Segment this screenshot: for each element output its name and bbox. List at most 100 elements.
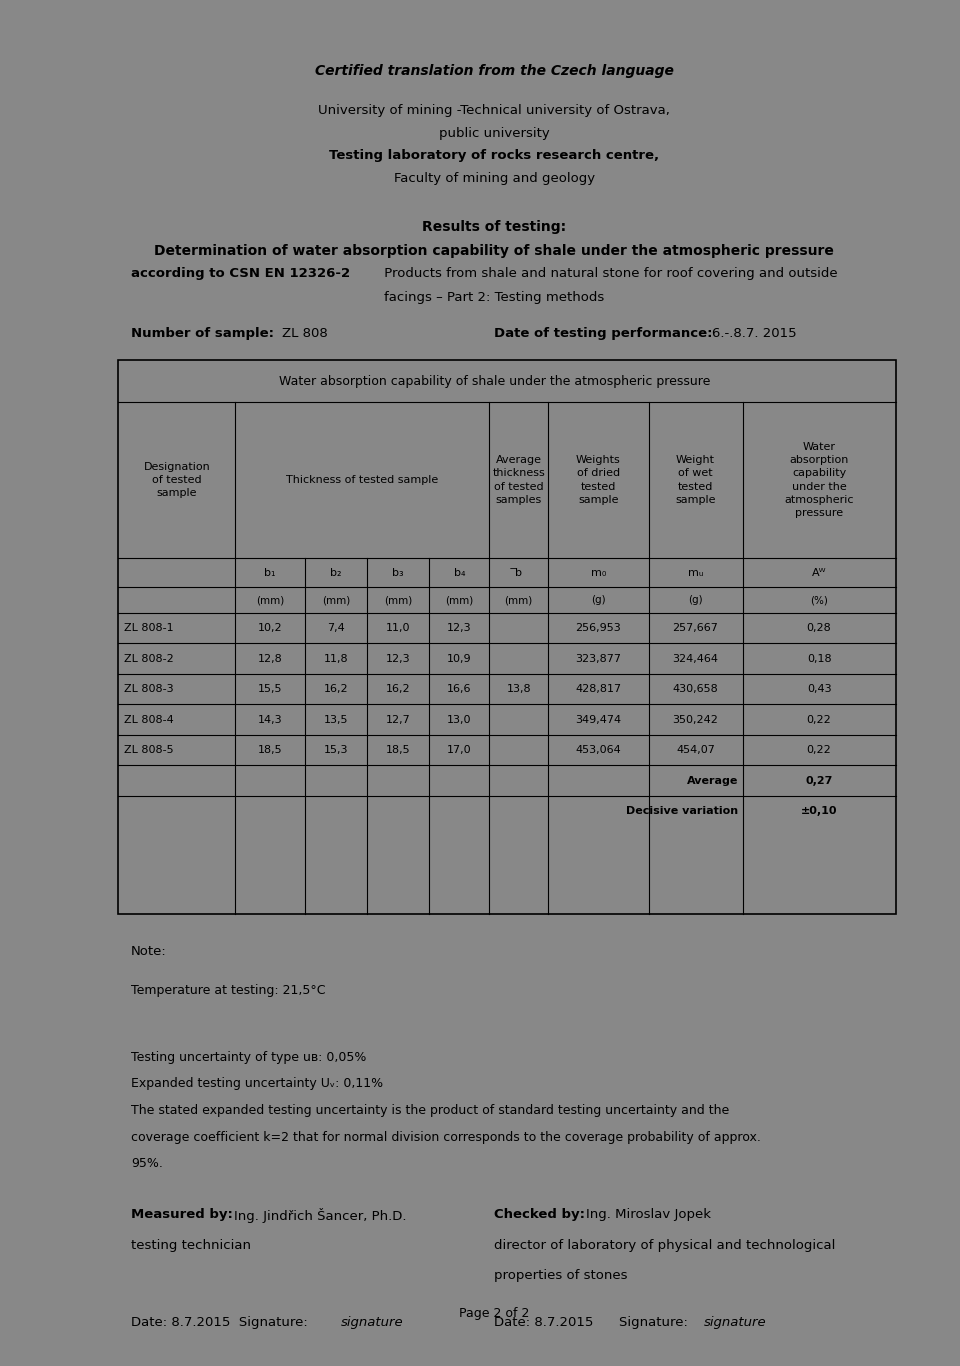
Text: 256,953: 256,953 — [575, 623, 621, 632]
Text: Faculty of mining and geology: Faculty of mining and geology — [394, 172, 595, 184]
Text: 0,18: 0,18 — [806, 653, 831, 664]
Text: Decisive variation: Decisive variation — [626, 806, 738, 817]
Text: Products from shale and natural stone for roof covering and outside: Products from shale and natural stone fo… — [380, 268, 838, 280]
Text: 16,2: 16,2 — [324, 684, 348, 694]
Text: 10,9: 10,9 — [447, 653, 471, 664]
Text: 12,3: 12,3 — [447, 623, 471, 632]
Text: Testing uncertainty of type uʙ: 0,05%: Testing uncertainty of type uʙ: 0,05% — [132, 1050, 367, 1064]
Text: Date: 8.7.2015: Date: 8.7.2015 — [494, 1317, 594, 1329]
Text: 323,877: 323,877 — [575, 653, 621, 664]
Bar — [118, 361, 896, 914]
Text: b₄: b₄ — [453, 568, 465, 578]
Text: Date: 8.7.2015  Signature:: Date: 8.7.2015 Signature: — [132, 1317, 312, 1329]
Text: 15,5: 15,5 — [258, 684, 282, 694]
Text: Page 2 of 2: Page 2 of 2 — [459, 1307, 530, 1321]
Text: coverage coefficient k=2 that for normal division corresponds to the coverage pr: coverage coefficient k=2 that for normal… — [132, 1131, 761, 1143]
Text: public university: public university — [439, 127, 550, 139]
Text: Checked by:: Checked by: — [494, 1208, 586, 1221]
Text: ZL 808-1: ZL 808-1 — [124, 623, 173, 632]
Text: Results of testing:: Results of testing: — [422, 220, 566, 234]
Text: 15,3: 15,3 — [324, 744, 348, 755]
Text: ±0,10: ±0,10 — [801, 806, 837, 817]
Text: Average
thickness
of tested
samples: Average thickness of tested samples — [492, 455, 545, 504]
Text: Weight
of wet
tested
sample: Weight of wet tested sample — [675, 455, 716, 504]
Text: (g): (g) — [688, 596, 703, 605]
Text: 6.-.8.7. 2015: 6.-.8.7. 2015 — [712, 328, 797, 340]
Text: signature: signature — [704, 1317, 766, 1329]
Text: Signature:: Signature: — [619, 1317, 692, 1329]
Text: m₀: m₀ — [590, 568, 606, 578]
Text: 7,4: 7,4 — [327, 623, 345, 632]
Text: b₂: b₂ — [330, 568, 342, 578]
Text: properties of stones: properties of stones — [494, 1269, 628, 1281]
Text: 18,5: 18,5 — [257, 744, 282, 755]
Text: director of laboratory of physical and technological: director of laboratory of physical and t… — [494, 1239, 836, 1253]
Text: 12,3: 12,3 — [386, 653, 411, 664]
Text: Determination of water absorption capability of shale under the atmospheric pres: Determination of water absorption capabi… — [155, 243, 834, 258]
Text: 18,5: 18,5 — [386, 744, 411, 755]
Text: ZL 808-3: ZL 808-3 — [124, 684, 173, 694]
Text: 0,22: 0,22 — [806, 714, 831, 724]
Text: ̅b: ̅b — [516, 568, 522, 578]
Text: ZL 808-4: ZL 808-4 — [124, 714, 174, 724]
Text: University of mining -Technical university of Ostrava,: University of mining -Technical universi… — [319, 104, 670, 117]
Text: 350,242: 350,242 — [673, 714, 718, 724]
Text: (mm): (mm) — [256, 596, 284, 605]
Text: Aᵂ: Aᵂ — [812, 568, 827, 578]
Text: ZL 808-5: ZL 808-5 — [124, 744, 173, 755]
Text: 324,464: 324,464 — [673, 653, 718, 664]
Text: 12,8: 12,8 — [257, 653, 282, 664]
Text: Water absorption capability of shale under the atmospheric pressure: Water absorption capability of shale und… — [278, 374, 710, 388]
Text: 17,0: 17,0 — [447, 744, 471, 755]
Text: 428,817: 428,817 — [575, 684, 621, 694]
Text: 257,667: 257,667 — [673, 623, 718, 632]
Text: 349,474: 349,474 — [575, 714, 621, 724]
Text: Weights
of dried
tested
sample: Weights of dried tested sample — [576, 455, 621, 504]
Text: 453,064: 453,064 — [575, 744, 621, 755]
Text: Designation
of tested
sample: Designation of tested sample — [143, 462, 210, 499]
Text: 454,07: 454,07 — [676, 744, 715, 755]
Text: 0,22: 0,22 — [806, 744, 831, 755]
Text: Measured by:: Measured by: — [132, 1208, 233, 1221]
Text: Number of sample:: Number of sample: — [132, 328, 275, 340]
Text: The stated expanded testing uncertainty is the product of standard testing uncer: The stated expanded testing uncertainty … — [132, 1104, 730, 1117]
Text: 10,2: 10,2 — [257, 623, 282, 632]
Text: (g): (g) — [591, 596, 606, 605]
Text: 11,0: 11,0 — [386, 623, 411, 632]
Text: 11,8: 11,8 — [324, 653, 348, 664]
Text: according to CSN EN 12326-2: according to CSN EN 12326-2 — [132, 268, 350, 280]
Text: 13,8: 13,8 — [507, 684, 531, 694]
Text: 0,28: 0,28 — [806, 623, 831, 632]
Text: ZL 808-2: ZL 808-2 — [124, 653, 174, 664]
Text: Testing laboratory of rocks research centre,: Testing laboratory of rocks research cen… — [329, 149, 660, 163]
Text: Expanded testing uncertainty Uᵥ: 0,11%: Expanded testing uncertainty Uᵥ: 0,11% — [132, 1078, 383, 1090]
Text: 14,3: 14,3 — [257, 714, 282, 724]
Text: testing technician: testing technician — [132, 1239, 252, 1253]
Text: facings – Part 2: Testing methods: facings – Part 2: Testing methods — [384, 291, 605, 305]
Text: 430,658: 430,658 — [673, 684, 718, 694]
Text: 12,7: 12,7 — [386, 714, 411, 724]
Text: Ing. Miroslav Jopek: Ing. Miroslav Jopek — [586, 1208, 710, 1221]
Text: (mm): (mm) — [505, 596, 533, 605]
Text: 13,5: 13,5 — [324, 714, 348, 724]
Text: (mm): (mm) — [384, 596, 413, 605]
Text: ZL 808: ZL 808 — [281, 328, 327, 340]
Text: (mm): (mm) — [322, 596, 350, 605]
Text: b₃: b₃ — [393, 568, 404, 578]
Text: Note:: Note: — [132, 945, 167, 958]
Text: Water
absorption
capability
under the
atmospheric
pressure: Water absorption capability under the at… — [784, 443, 853, 518]
Text: 95%.: 95%. — [132, 1157, 163, 1171]
Text: Ing. Jindřich Šancer, Ph.D.: Ing. Jindřich Šancer, Ph.D. — [234, 1208, 407, 1223]
Text: mᵤ: mᵤ — [687, 568, 704, 578]
Text: 16,6: 16,6 — [447, 684, 471, 694]
Text: (mm): (mm) — [445, 596, 473, 605]
Text: Certified translation from the Czech language: Certified translation from the Czech lan… — [315, 64, 674, 78]
Text: signature: signature — [341, 1317, 403, 1329]
Text: (%): (%) — [810, 596, 828, 605]
Text: Thickness of tested sample: Thickness of tested sample — [286, 475, 439, 485]
Text: 16,2: 16,2 — [386, 684, 411, 694]
Text: Average: Average — [687, 776, 738, 785]
Text: 0,43: 0,43 — [806, 684, 831, 694]
Text: 0,27: 0,27 — [805, 776, 833, 785]
Text: Date of testing performance:: Date of testing performance: — [494, 328, 713, 340]
